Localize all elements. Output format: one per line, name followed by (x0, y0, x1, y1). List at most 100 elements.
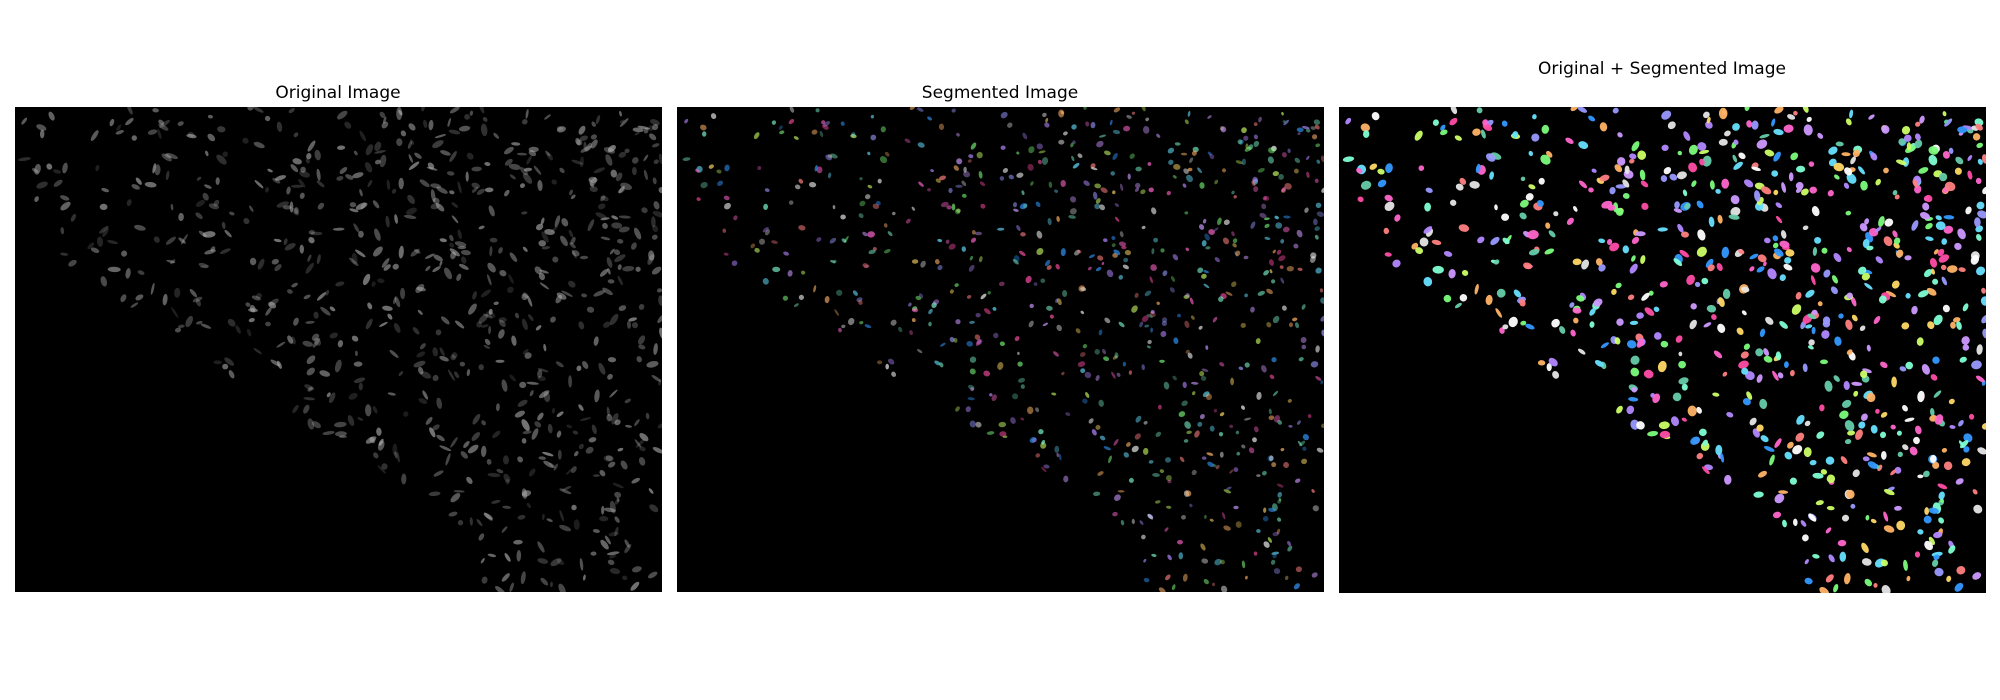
cell-nucleus (432, 424, 440, 431)
cell-nucleus (1178, 552, 1184, 560)
cell-nucleus (447, 117, 451, 128)
cell-nucleus (1183, 168, 1189, 174)
cell-nucleus (590, 134, 598, 140)
cell-nucleus (387, 392, 396, 396)
cell-nucleus (1682, 189, 1688, 197)
cell-nucleus (1643, 369, 1654, 379)
cell-nucleus (131, 184, 140, 190)
cell-nucleus (1961, 458, 1971, 467)
cell-nucleus (487, 274, 492, 286)
cell-nucleus (391, 188, 397, 194)
cell-nucleus (614, 491, 622, 498)
cell-nucleus (556, 430, 562, 438)
cell-nucleus (1449, 117, 1458, 126)
cell-nucleus (1930, 374, 1938, 381)
cell-nucleus (1971, 360, 1982, 370)
cell-nucleus (1932, 461, 1940, 469)
cell-nucleus (398, 177, 404, 190)
cell-nucleus (594, 389, 600, 403)
cell-nucleus (1450, 199, 1457, 206)
cell-nucleus (1203, 270, 1209, 274)
cell-nucleus (590, 551, 597, 556)
cell-nucleus (1226, 486, 1232, 490)
cell-nucleus (170, 203, 174, 211)
cell-nucleus (174, 327, 182, 333)
cell-nucleus (1114, 216, 1120, 222)
cell-nucleus (484, 187, 494, 193)
cell-nucleus (1167, 479, 1172, 484)
cell-nucleus (1165, 457, 1171, 463)
cell-nucleus (753, 132, 760, 140)
cell-nucleus (838, 327, 842, 333)
cell-nucleus (1268, 408, 1272, 415)
cell-nucleus (1124, 249, 1131, 256)
cell-nucleus (1970, 254, 1980, 265)
cell-nucleus (1267, 156, 1274, 164)
cell-nucleus (1599, 174, 1610, 182)
cell-nucleus (609, 500, 616, 514)
cell-nucleus (544, 229, 555, 235)
cell-nucleus (1701, 277, 1709, 285)
cell-nucleus (491, 500, 501, 504)
cell-nucleus (1119, 183, 1124, 192)
cell-nucleus (152, 163, 157, 174)
cell-nucleus (513, 539, 523, 545)
cell-nucleus (416, 286, 427, 292)
cell-nucleus (1519, 299, 1526, 307)
cell-nucleus (868, 249, 876, 255)
cell-nucleus (1062, 290, 1068, 297)
cell-nucleus (1636, 312, 1644, 319)
cell-nucleus (864, 194, 871, 200)
cell-nucleus (930, 169, 934, 173)
cell-nucleus (658, 187, 662, 194)
cell-nucleus (1982, 328, 1986, 339)
cell-nucleus (757, 166, 762, 170)
cell-nucleus (1681, 231, 1689, 238)
cell-nucleus (379, 154, 387, 168)
cell-nucleus (1029, 437, 1037, 443)
cell-nucleus (531, 428, 539, 440)
cell-nucleus (522, 349, 529, 355)
cell-nucleus (1216, 464, 1220, 470)
cell-nucleus (710, 113, 717, 120)
cell-nucleus (1878, 295, 1887, 304)
cell-nucleus (829, 237, 837, 244)
cell-nucleus (1277, 491, 1282, 498)
cell-nucleus (1599, 122, 1608, 132)
cell-nucleus (1272, 249, 1276, 254)
cell-nucleus (291, 336, 296, 345)
cell-nucleus (626, 320, 632, 329)
cell-nucleus (684, 118, 689, 124)
cell-nucleus (840, 214, 846, 220)
cell-nucleus (884, 249, 891, 254)
cell-nucleus (1843, 182, 1850, 189)
cell-nucleus (918, 181, 924, 187)
cell-nucleus (90, 247, 100, 254)
cell-nucleus (1314, 226, 1320, 231)
cell-nucleus (1279, 265, 1284, 269)
cell-nucleus (517, 514, 526, 520)
cell-nucleus (1123, 125, 1131, 132)
cell-nucleus (587, 219, 595, 232)
cell-nucleus (1112, 190, 1116, 195)
cell-nucleus (538, 240, 546, 247)
cell-nucleus (634, 131, 640, 136)
cell-nucleus (969, 420, 976, 428)
cell-nucleus (1282, 120, 1286, 123)
cell-nucleus (998, 281, 1005, 287)
cell-nucleus (555, 294, 563, 304)
cell-nucleus (1976, 266, 1986, 276)
cell-nucleus (917, 142, 925, 148)
cell-nucleus (1469, 181, 1480, 189)
cell-nucleus (1657, 227, 1668, 232)
cell-nucleus (229, 211, 235, 216)
cell-nucleus (762, 278, 769, 285)
cell-nucleus (253, 348, 262, 355)
cell-nucleus (449, 151, 457, 162)
cell-nucleus (643, 154, 649, 162)
cell-nucleus (1795, 186, 1803, 193)
cell-nucleus (60, 201, 71, 211)
cell-nucleus (70, 213, 77, 222)
cell-nucleus (1947, 265, 1958, 273)
cell-nucleus (1293, 168, 1299, 174)
